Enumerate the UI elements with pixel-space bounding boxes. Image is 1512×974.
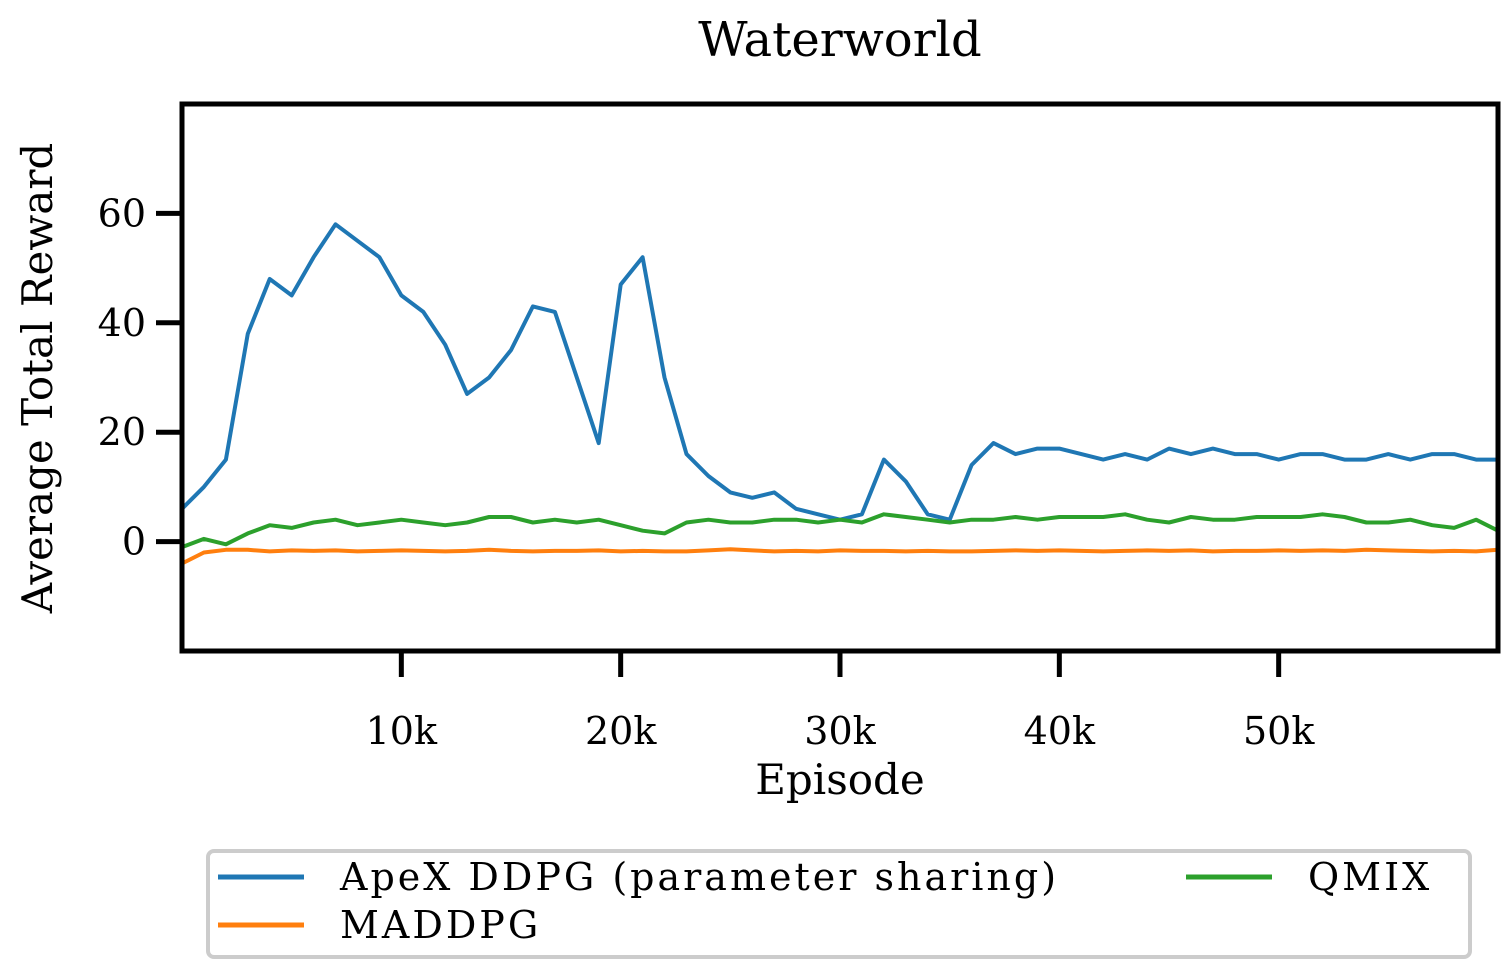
legend-label-qmix: QMIX: [1308, 855, 1432, 899]
x-tick-label: 50k: [1243, 709, 1315, 753]
maddpg-line: [181, 547, 1499, 566]
chart-title: Waterworld: [698, 12, 981, 68]
plot-frame: [179, 101, 1501, 654]
x-tick-label: 10k: [366, 709, 438, 753]
legend-label-apex: ApeX DDPG (parameter sharing): [339, 855, 1059, 899]
y-tick-label: 20: [98, 410, 146, 454]
y-tick-label: 60: [98, 191, 146, 235]
legend-label-maddpg: MADDPG: [340, 903, 541, 947]
x-tick-label: 30k: [804, 709, 876, 753]
plot-lines: [180, 222, 1499, 566]
x-tick-label: 40k: [1024, 709, 1096, 753]
y-axis-label: Average Total Reward: [13, 143, 62, 615]
x-axis-label: Episode: [755, 755, 925, 804]
legend: ApeX DDPG (parameter sharing) QMIX MADDP…: [206, 849, 1472, 959]
qmix-line: [181, 512, 1499, 549]
y-axis-ticks: 0 20 40 60: [98, 191, 182, 564]
y-tick-label: 40: [98, 301, 146, 345]
x-tick-label: 20k: [585, 709, 657, 753]
legend-box: [206, 849, 1472, 959]
x-axis-ticks: 10k 20k 30k 40k 50k: [366, 651, 1315, 753]
y-tick-label: 0: [122, 520, 146, 564]
apex-ddpg-line: [180, 222, 1498, 522]
